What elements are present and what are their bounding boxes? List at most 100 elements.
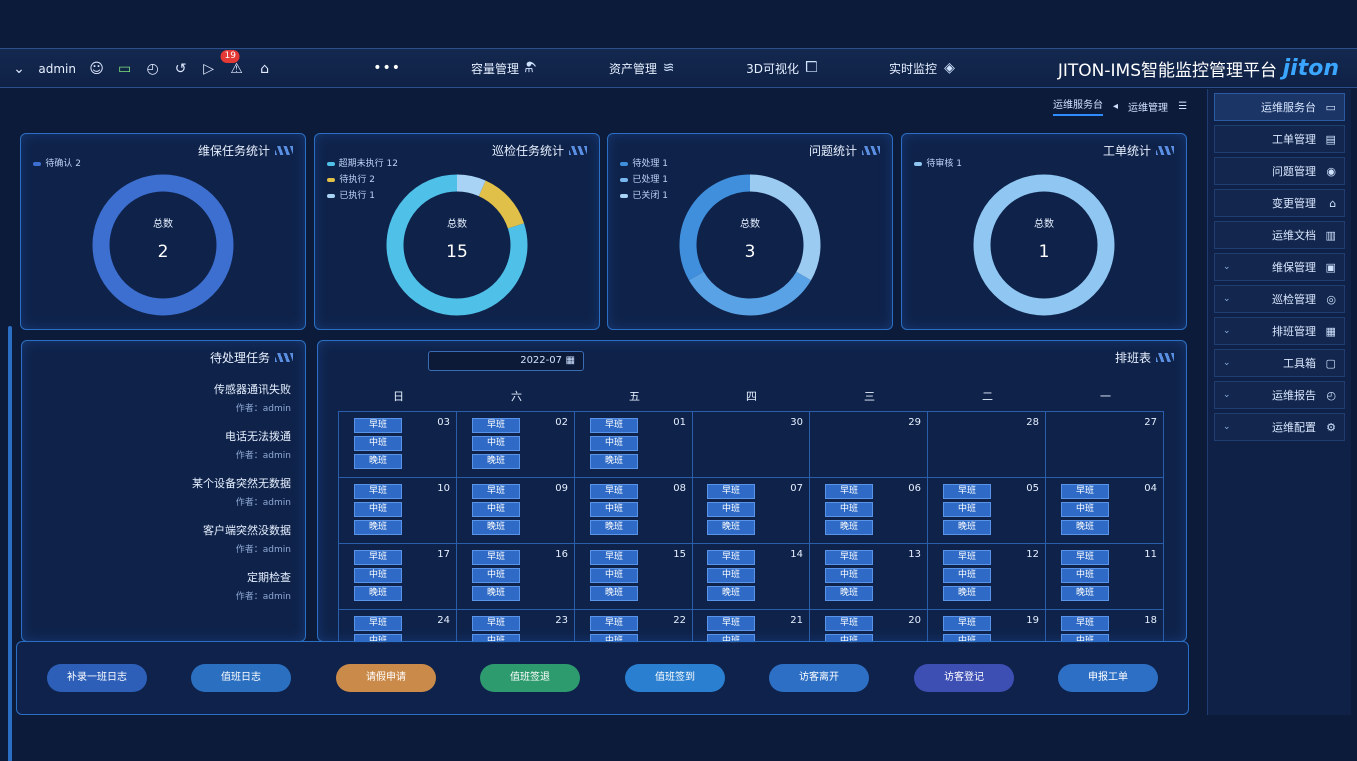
donut-slice-1[interactable] bbox=[688, 271, 812, 316]
breadcrumb-parent[interactable]: 运维管理 bbox=[1128, 102, 1169, 114]
shift-button[interactable]: 中班 bbox=[1061, 502, 1109, 517]
shift-button[interactable]: 中班 bbox=[471, 502, 520, 517]
sidebar-item-6[interactable]: ◎ 巡检管理 ⌄ bbox=[1214, 285, 1345, 313]
user-name[interactable]: admin bbox=[38, 62, 76, 76]
shift-button[interactable]: 晚班 bbox=[1061, 520, 1109, 535]
task-title[interactable]: 定期检查 bbox=[36, 569, 291, 585]
sidebar-item-7[interactable]: ▦ 排班管理 ⌄ bbox=[1214, 317, 1345, 345]
shift-button[interactable]: 早班 bbox=[707, 484, 756, 499]
shift-button[interactable]: 晚班 bbox=[471, 586, 520, 601]
donut-slice-2[interactable] bbox=[749, 174, 821, 281]
calendar-day[interactable]: 30 bbox=[691, 412, 810, 478]
shift-button[interactable]: 中班 bbox=[825, 568, 874, 583]
sidebar-item-4[interactable]: ▥ 运维文档 bbox=[1214, 221, 1345, 249]
shift-button[interactable]: 中班 bbox=[471, 568, 520, 583]
shift-button[interactable]: 晚班 bbox=[353, 586, 402, 601]
topnav-item-2[interactable]: ≋ 资产管理 bbox=[609, 60, 677, 77]
shift-button[interactable]: 早班 bbox=[825, 550, 874, 565]
shift-button[interactable]: 晚班 bbox=[825, 520, 874, 535]
calendar-day[interactable]: 17 早班 中班 晚班 bbox=[338, 544, 456, 610]
shift-button[interactable]: 晚班 bbox=[353, 520, 402, 535]
donut-slice-1[interactable] bbox=[478, 180, 525, 229]
shift-button[interactable]: 中班 bbox=[943, 502, 992, 517]
donut-slice-0[interactable] bbox=[973, 174, 1115, 316]
task-title[interactable]: 传感器通讯失败 bbox=[36, 381, 291, 397]
logo[interactable]: jiton JITON-IMS智能监控管理平台 bbox=[1058, 56, 1340, 81]
shift-button[interactable]: 早班 bbox=[1061, 484, 1109, 499]
gauge-icon[interactable]: ◷ bbox=[146, 61, 159, 77]
chevron-down-icon[interactable]: ⌄ bbox=[13, 61, 25, 77]
shift-button[interactable]: 早班 bbox=[943, 484, 992, 499]
calendar-day[interactable]: 14 早班 中班 晚班 bbox=[691, 544, 810, 610]
topnav-item-3[interactable]: ⚗ 容量管理 bbox=[471, 60, 539, 77]
shift-button[interactable]: 早班 bbox=[471, 616, 520, 631]
shift-button[interactable]: 早班 bbox=[471, 418, 520, 433]
shift-button[interactable]: 晚班 bbox=[825, 586, 874, 601]
action-button-7[interactable]: 补录一班日志 bbox=[47, 664, 148, 692]
list-item[interactable]: 客户端突然没数据 作者：admin bbox=[22, 522, 305, 555]
shift-button[interactable]: 中班 bbox=[471, 436, 520, 451]
calendar-day[interactable]: 10 早班 中班 晚班 bbox=[338, 478, 456, 544]
todo-scrollbar[interactable] bbox=[8, 326, 12, 761]
shift-button[interactable]: 中班 bbox=[707, 502, 756, 517]
menu-toggle-icon[interactable]: ☰ bbox=[1178, 100, 1187, 112]
action-button-2[interactable]: 访客离开 bbox=[769, 664, 870, 692]
shift-button[interactable]: 早班 bbox=[589, 616, 638, 631]
shift-button[interactable]: 中班 bbox=[353, 436, 402, 451]
calendar-day[interactable]: 09 早班 中班 晚班 bbox=[455, 478, 574, 544]
shift-button[interactable]: 早班 bbox=[1061, 550, 1109, 565]
shift-button[interactable]: 晚班 bbox=[1061, 586, 1109, 601]
calendar-day[interactable]: 29 bbox=[809, 412, 928, 478]
list-item[interactable]: 定期检查 作者：admin bbox=[22, 569, 305, 602]
shift-button[interactable]: 早班 bbox=[589, 550, 638, 565]
shift-button[interactable]: 早班 bbox=[353, 550, 402, 565]
calendar-day[interactable]: 27 bbox=[1045, 412, 1163, 478]
refresh-icon[interactable]: ↻ bbox=[174, 61, 187, 77]
sidebar-item-1[interactable]: ▤ 工单管理 bbox=[1214, 125, 1345, 153]
shift-button[interactable]: 早班 bbox=[353, 484, 402, 499]
shift-button[interactable]: 晚班 bbox=[471, 454, 520, 469]
shift-button[interactable]: 早班 bbox=[471, 550, 520, 565]
sidebar-item-5[interactable]: ▣ 维保管理 ⌄ bbox=[1214, 253, 1345, 281]
shift-button[interactable]: 晚班 bbox=[589, 454, 638, 469]
shift-button[interactable]: 中班 bbox=[1061, 568, 1109, 583]
donut-slice-0[interactable] bbox=[679, 174, 751, 281]
sidebar-item-0[interactable]: ▭ 运维服务台 bbox=[1214, 93, 1345, 121]
shift-button[interactable]: 早班 bbox=[825, 484, 874, 499]
action-button-5[interactable]: 请假申请 bbox=[335, 664, 436, 692]
shift-button[interactable]: 晚班 bbox=[943, 586, 992, 601]
speaker-icon[interactable]: ◁ bbox=[203, 61, 214, 77]
calendar-day[interactable]: 03 早班 中班 晚班 bbox=[338, 412, 456, 478]
topnav-item-0[interactable]: ◈ 实时监控 bbox=[889, 60, 957, 77]
home-icon[interactable]: ⌂ bbox=[260, 61, 270, 77]
calendar-day[interactable]: 16 早班 中班 晚班 bbox=[455, 544, 574, 610]
shift-button[interactable]: 晚班 bbox=[471, 520, 520, 535]
calendar-day[interactable]: 28 bbox=[927, 412, 1046, 478]
shift-button[interactable]: 晚班 bbox=[353, 454, 402, 469]
calendar-day[interactable]: 04 早班 中班 晚班 bbox=[1045, 478, 1163, 544]
shift-button[interactable]: 早班 bbox=[943, 616, 992, 631]
list-item[interactable]: 某个设备突然无数据 作者：admin bbox=[22, 475, 305, 508]
action-button-1[interactable]: 访客登记 bbox=[913, 664, 1014, 692]
action-button-3[interactable]: 值班签到 bbox=[624, 664, 725, 692]
action-button-0[interactable]: 申报工单 bbox=[1058, 664, 1158, 692]
task-title[interactable]: 电话无法拨通 bbox=[36, 428, 291, 444]
shift-button[interactable]: 晚班 bbox=[943, 520, 992, 535]
screen-icon[interactable]: ▭ bbox=[118, 61, 132, 77]
shift-button[interactable]: 中班 bbox=[589, 502, 638, 517]
donut-slice-0[interactable] bbox=[386, 174, 528, 316]
list-item[interactable]: 电话无法拨通 作者：admin bbox=[22, 428, 305, 461]
shift-button[interactable]: 晚班 bbox=[707, 586, 756, 601]
topnav-item-1[interactable]: ❒ 3D可视化 bbox=[747, 60, 820, 77]
month-picker[interactable]: ▦ 2022-07 bbox=[428, 351, 584, 371]
task-title[interactable]: 某个设备突然无数据 bbox=[36, 475, 291, 491]
calendar-day[interactable]: 12 早班 中班 晚班 bbox=[927, 544, 1046, 610]
task-title[interactable]: 客户端突然没数据 bbox=[36, 522, 291, 538]
shift-button[interactable]: 早班 bbox=[707, 550, 756, 565]
shift-button[interactable]: 早班 bbox=[589, 418, 638, 433]
calendar-day[interactable]: 15 早班 中班 晚班 bbox=[573, 544, 692, 610]
